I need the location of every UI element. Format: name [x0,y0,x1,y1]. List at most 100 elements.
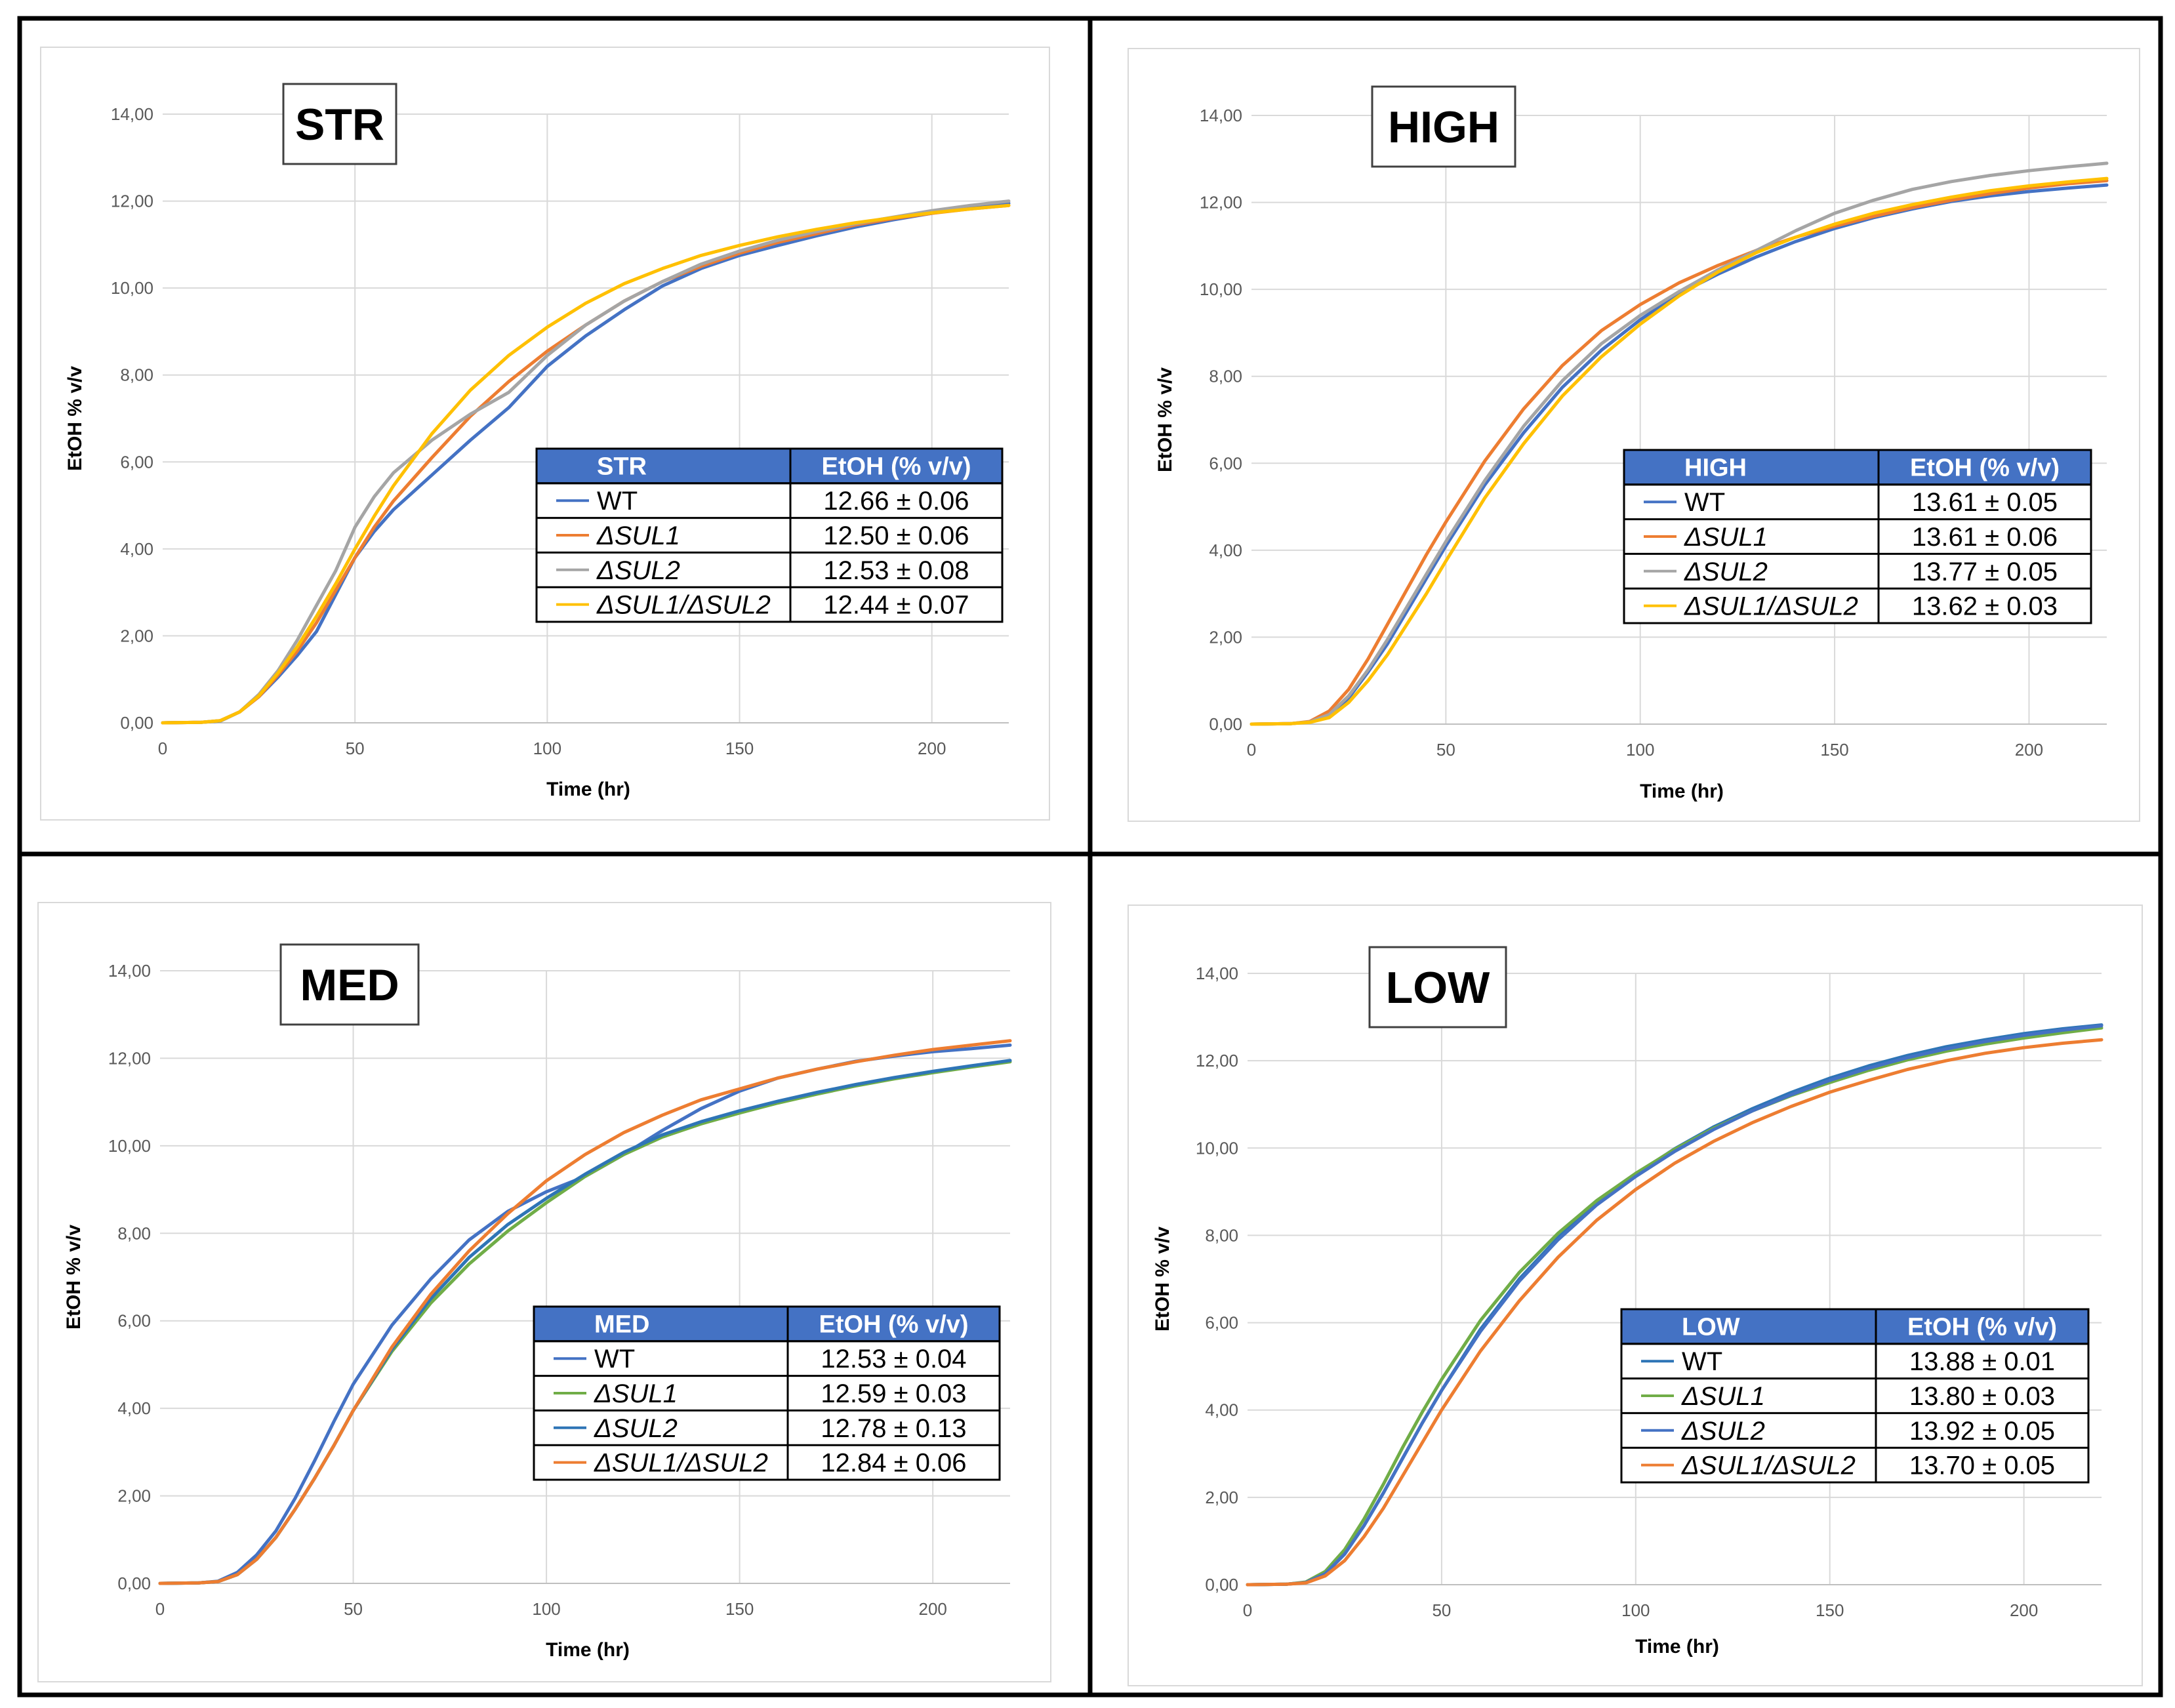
y-tick-label: 10,00 [108,1136,151,1156]
y-tick-label: 0,00 [120,713,153,733]
x-tick-label: 200 [2015,740,2043,760]
y-tick-label: 8,00 [117,1223,151,1243]
legend-header-value: EtOH (% v/v) [1907,1313,2057,1341]
legend-series-name: WT [1684,488,1725,517]
y-tick-label: 4,00 [117,1398,151,1418]
y-tick-label: 12,00 [1200,193,1242,213]
chart-panel-str: 0,00 2,00 4,00 6,00 8,00 10,00 12,00 14,00 0 50 10… [40,47,1050,821]
y-tick-label: 2,00 [120,626,153,645]
legend-series-value: 13.92 ± 0.05 [1909,1417,2055,1446]
legend-series-name: ΔSUL2 [594,1414,678,1443]
panel-title: HIGH [1388,102,1499,152]
y-tick-label: 10,00 [1200,279,1242,299]
series-line-4 [1246,1038,2104,1587]
y-tick-label: 6,00 [117,1311,151,1331]
legend-header-label: LOW [1682,1313,1740,1341]
legend-series-value: 13.70 ± 0.05 [1909,1452,2055,1480]
panel-title: LOW [1386,963,1490,1013]
y-tick-label: 6,00 [120,452,153,472]
legend-series-name: ΔSUL2 [1681,1417,1765,1446]
legend-series-value: 12.50 ± 0.06 [823,521,969,550]
x-tick-label: 200 [2010,1600,2038,1620]
y-tick-label: 14,00 [1200,106,1242,125]
legend-header-label: MED [594,1311,649,1338]
legend-series-value: 12.53 ± 0.04 [821,1345,966,1373]
x-tick-label: 100 [533,739,561,758]
legend-series-name: ΔSUL1/ΔSUL2 [1681,1452,1856,1480]
x-tick-label: 50 [1432,1600,1451,1620]
legend-series-name: ΔSUL1 [1684,523,1768,552]
y-tick-label: 4,00 [1205,1400,1238,1420]
y-tick-label: 14,00 [111,104,153,124]
panel-title: MED [300,960,399,1010]
y-tick-label: 0,00 [117,1574,151,1593]
x-axis-title: Time (hr) [1635,1636,1719,1657]
legend-series-value: 13.61 ± 0.06 [1912,523,2058,552]
chart-panel-med: 0,00 2,00 4,00 6,00 8,00 10,00 12,00 14,00 0 50 10… [37,902,1051,1682]
panel-title-box [1371,85,1516,168]
x-tick-label: 50 [346,739,365,758]
y-tick-label: 10,00 [1196,1138,1238,1158]
legend-series-name: ΔSUL1/ΔSUL2 [594,1449,768,1478]
legend-series-value: 13.77 ± 0.05 [1912,558,2058,586]
y-tick-label: 2,00 [117,1486,151,1506]
y-tick-label: 8,00 [1205,1225,1238,1245]
y-tick-label: 2,00 [1209,627,1242,647]
series-line-4 [158,1039,1012,1585]
y-axis-title: EtOH % v/v [1152,1227,1173,1332]
x-tick-label: 150 [1820,740,1848,760]
y-tick-label: 4,00 [1209,540,1242,560]
legend-series-value: 13.61 ± 0.05 [1912,488,2058,517]
y-tick-label: 12,00 [1196,1051,1238,1070]
chart-panel-high: 0,00 2,00 4,00 6,00 8,00 10,00 12,00 14,00 0 50 10… [1128,48,2140,822]
y-tick-label: 12,00 [111,192,153,211]
x-tick-label: 150 [725,739,754,758]
legend-series-value: 12.44 ± 0.07 [823,591,969,620]
x-tick-label: 100 [532,1599,560,1619]
series-line-3 [1246,1024,2104,1587]
legend-series-name: ΔSUL2 [596,556,680,585]
legend-series-value: 12.53 ± 0.08 [823,556,969,585]
legend-series-value: 13.62 ± 0.03 [1912,592,2058,621]
panel-title: STR [295,100,384,150]
x-tick-label: 100 [1621,1600,1650,1620]
chart-card [40,47,1050,821]
legend-series-name: ΔSUL1/ΔSUL2 [1684,592,1858,621]
y-tick-label: 8,00 [1209,367,1242,386]
x-tick-label: 0 [155,1599,165,1619]
x-tick-label: 150 [1816,1600,1844,1620]
y-tick-label: 14,00 [1196,964,1238,983]
y-axis-title: EtOH % v/v [63,1225,85,1330]
x-tick-label: 0 [1243,1600,1252,1620]
series-line-4 [1250,176,2109,726]
legend-header-label: STR [597,453,647,480]
panel-title-box [279,943,420,1026]
legend-series-name: WT [1682,1347,1722,1376]
y-tick-label: 6,00 [1209,453,1242,473]
legend-series-value: 12.78 ± 0.13 [821,1414,966,1443]
x-axis-title: Time (hr) [1640,781,1724,802]
legend-series-value: 12.84 ± 0.06 [821,1449,966,1478]
y-tick-label: 10,00 [111,278,153,298]
y-tick-label: 0,00 [1209,714,1242,734]
legend-series-name: ΔSUL1 [1681,1382,1765,1411]
panel-title-box [1368,946,1507,1028]
y-axis-title: EtOH % v/v [1154,367,1176,472]
y-axis-title: EtOH % v/v [64,366,86,471]
x-tick-label: 150 [725,1599,754,1619]
panel-title-box [282,83,397,165]
legend-series-name: WT [594,1345,635,1373]
legend-header-row [535,447,1004,485]
chart-panel-low: 0,00 2,00 4,00 6,00 8,00 10,00 12,00 14,00 0 50 10… [1128,905,2143,1686]
series-line-2 [1250,178,2109,726]
chart-card [1128,48,2140,822]
series-line-2 [1246,1026,2104,1587]
legend-series-name: ΔSUL1 [596,521,680,550]
series-line-3 [1250,161,2109,726]
x-tick-label: 200 [918,1599,946,1619]
legend-series-value: 13.80 ± 0.03 [1909,1382,2055,1411]
y-tick-label: 4,00 [120,539,153,559]
legend-header-row [1620,1308,2090,1345]
x-tick-label: 200 [918,739,946,758]
